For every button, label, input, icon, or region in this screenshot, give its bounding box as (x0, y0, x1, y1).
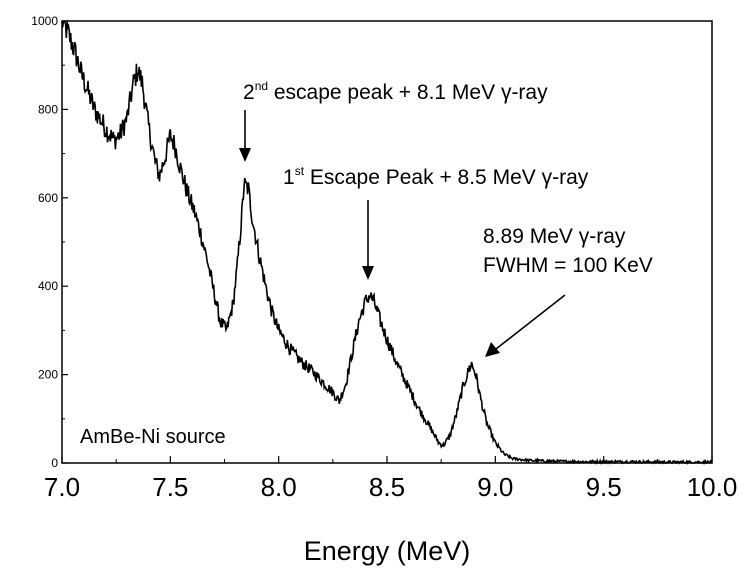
y-tick-label: 200 (38, 368, 58, 382)
y-tick-label: 1000 (31, 14, 58, 28)
annotation-889-line1: 8.89 MeV γ-ray (483, 225, 626, 248)
y-tick-label: 400 (38, 279, 58, 293)
spectrum-line (61, 20, 713, 465)
annotation-2nd-escape-peak: 2nd escape peak + 8.1 MeV γ-ray (243, 79, 548, 104)
arrow-2nd-escape-head (239, 148, 251, 162)
annotation-1st-escape-peak: 1st Escape Peak + 8.5 MeV γ-ray (283, 164, 589, 189)
x-tick-label: 9.5 (586, 472, 622, 502)
annotation-2nd-text: escape peak + 8.1 MeV γ-ray (268, 81, 548, 104)
annotation-1st-text: Escape Peak + 8.5 MeV γ-ray (304, 166, 589, 189)
source-label: AmBe-Ni source (80, 426, 226, 448)
x-axis: 7.0 7.5 8.0 8.5 9.0 9.5 10.0 (44, 456, 737, 502)
annotation-1st-number: 1 (283, 166, 295, 189)
x-tick-label: 8.0 (261, 472, 297, 502)
x-tick-label: 7.0 (44, 472, 80, 502)
y-tick-label: 800 (38, 102, 58, 116)
x-tick-label: 8.5 (369, 472, 405, 502)
y-tick-label: 0 (51, 456, 58, 470)
annotation-1st-sup: st (295, 164, 305, 178)
arrow-1st-escape-head (362, 266, 374, 280)
x-tick-label: 10.0 (687, 472, 738, 502)
arrow-889-head (485, 342, 500, 357)
y-tick-label: 600 (38, 191, 58, 205)
annotation-2nd-number: 2 (243, 81, 255, 104)
x-tick-label: 7.5 (152, 472, 188, 502)
x-axis-label: Energy (MeV) (304, 536, 471, 566)
y-axis: 0 200 400 600 800 1000 (31, 14, 68, 470)
annotation-2nd-sup: nd (255, 79, 268, 93)
arrow-889-line (495, 294, 566, 350)
annotation-889-line2: FWHM = 100 KeV (483, 254, 653, 277)
x-tick-label: 9.0 (477, 472, 513, 502)
